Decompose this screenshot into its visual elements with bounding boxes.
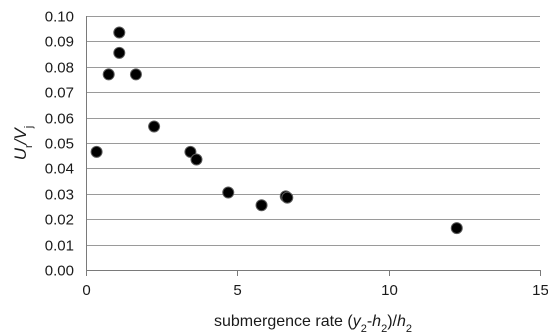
data-point (129, 68, 142, 81)
data-point (255, 199, 268, 212)
y-tick-label: 0.02 (45, 212, 74, 229)
data-point (450, 222, 463, 235)
data-point (222, 186, 235, 199)
axis-title-part: h (397, 313, 406, 330)
data-point (190, 153, 203, 166)
y-tick-label: 0.07 (45, 85, 74, 102)
y-axis-title: Ur/Vj (11, 126, 35, 160)
gridlines (86, 16, 540, 246)
y-tick-label: 0.00 (45, 263, 74, 280)
x-tick-label: 5 (233, 282, 241, 299)
y-tick-label: 0.03 (45, 187, 74, 204)
axis-title-part: )/ (387, 313, 397, 330)
tick-labels: 0.00 0.01 0.02 0.03 0.04 0.05 0.06 0.07 0.08 0.09… (45, 9, 548, 300)
axis-title-part: - (367, 313, 372, 330)
axis-title-part: h (372, 313, 381, 330)
y-tick-label: 0.06 (45, 111, 74, 128)
axis-title-part: submergence rate ( (214, 313, 353, 330)
axis-title-part: U (11, 147, 30, 160)
x-tick-label: 10 (381, 282, 398, 299)
axis-title-part: y (352, 313, 362, 330)
y-tick-label: 0.10 (45, 9, 74, 26)
data-points (90, 26, 463, 235)
data-point (113, 46, 126, 59)
x-tick-label: 0 (82, 282, 90, 299)
axis-title-part: 2 (406, 323, 412, 333)
data-point (281, 191, 294, 204)
x-tick-label: 15 (532, 282, 548, 299)
axis-title-part: 2 (381, 323, 387, 333)
data-point (90, 145, 103, 158)
axis-title-part: / (11, 137, 30, 145)
y-tick-label: 0.08 (45, 60, 74, 77)
y-tick-label: 0.04 (45, 161, 74, 178)
y-tick-label: 0.05 (45, 136, 74, 153)
axes (85, 16, 542, 276)
y-tick-label: 0.09 (45, 34, 74, 51)
axis-title-part: 2 (361, 323, 367, 333)
axis-title-part: V (11, 127, 30, 140)
data-point (102, 68, 115, 81)
data-point (113, 26, 126, 39)
axis-title-part: j (23, 126, 35, 129)
y-tick-label: 0.01 (45, 238, 74, 255)
axis-title-part: r (23, 144, 35, 148)
x-axis-title: submergence rate (y2-h2)/h2 (214, 313, 412, 333)
data-point (148, 120, 161, 133)
